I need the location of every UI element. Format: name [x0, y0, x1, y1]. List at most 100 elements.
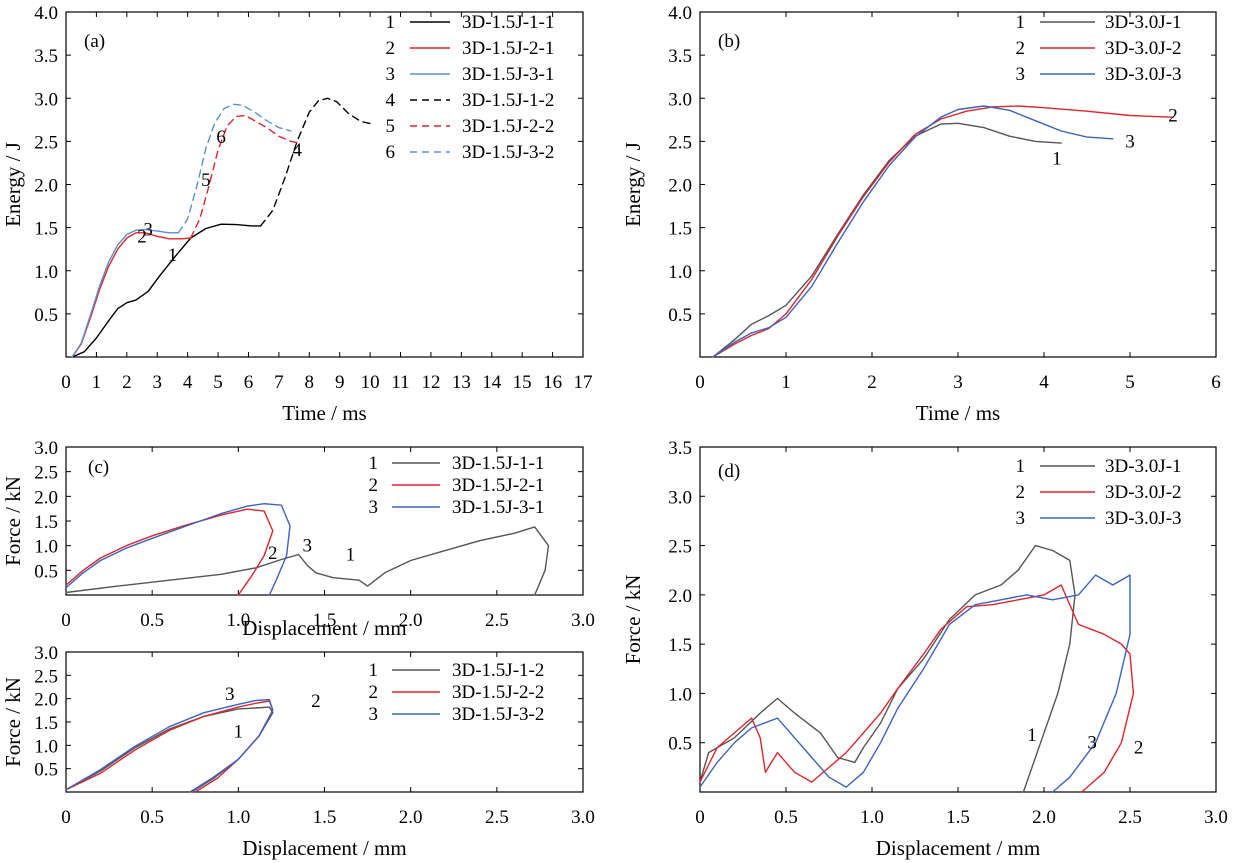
y-tick-label: 0.5 — [34, 305, 58, 326]
legend-label: 3D-1.5J-3-2 — [462, 142, 554, 163]
series-callout-label: 2 — [1134, 738, 1144, 759]
series-callout-label: 1 — [1027, 725, 1037, 746]
x-tick-label: 1 — [92, 372, 102, 393]
x-tick-label: 2.5 — [1118, 807, 1142, 828]
y-tick-label: 1.0 — [668, 262, 692, 283]
x-tick-label: 5 — [1125, 372, 1135, 393]
legend-label: 3D-1.5J-2-1 — [452, 475, 544, 496]
legend-key: 3 — [1016, 508, 1026, 529]
legend-key: 6 — [386, 142, 396, 163]
panel-label: (a) — [84, 31, 105, 52]
series-callout-label: 1 — [1052, 149, 1062, 170]
series-line-3 — [712, 105, 1114, 358]
legend-label: 3D-3.0J-2 — [1105, 38, 1182, 59]
chart-panel-d: 0 0.5 1.0 1.5 2.0 2.5 3.0 0.5 1.0 1.5 2.0 2.5 3.0 3.5… — [621, 438, 1228, 860]
legend-label: 3D-1.5J-1-1 — [462, 12, 554, 33]
series-callout-label: 3 — [225, 684, 235, 705]
y-tick-label: 2.5 — [34, 666, 58, 687]
series-line-1 — [699, 544, 1076, 793]
legend-key: 1 — [1016, 456, 1026, 477]
y-axis-label: Force / kN — [1, 476, 25, 566]
y-tick-label: 3.0 — [34, 438, 58, 459]
series-line-3 — [699, 574, 1131, 793]
y-tick-label: 1.0 — [34, 736, 58, 757]
series-callout-label: 3 — [1125, 131, 1135, 152]
x-tick-label: 2.0 — [399, 807, 423, 828]
chart-panel-c1: 0 0.5 1.0 1.5 2.0 2.5 3.0 0.5 1.0 1.5 2.0 2.5 3.0 Dis… — [1, 438, 595, 640]
x-tick-label: 8 — [305, 372, 315, 393]
x-tick-label: 1.0 — [226, 807, 250, 828]
chart-panel-c2: 0 0.5 1.0 1.5 2.0 2.5 3.00.51.01.52.02.53.0Dis… — [1, 643, 595, 860]
y-tick-label: 3.0 — [34, 89, 58, 110]
legend-key: 2 — [386, 38, 396, 59]
legend: 1 3D-1.5J-1-1 2 3D-1.5J-2-1 3 3D-1.5J-3-1 4 3D-… — [386, 12, 555, 163]
series-line-4 — [259, 97, 374, 227]
y-tick-label: 3.0 — [668, 487, 692, 508]
legend-label: 3D-1.5J-1-1 — [452, 453, 544, 474]
series-line-6 — [177, 103, 292, 234]
y-tick-label: 0.5 — [34, 561, 58, 582]
y-tick-label: 2.0 — [34, 690, 58, 711]
legend-label: 3D-1.5J-1-2 — [462, 90, 554, 111]
x-tick-label: 0.5 — [774, 807, 798, 828]
series-callout-label: 2 — [311, 691, 321, 712]
y-tick-label: 3.5 — [668, 46, 692, 67]
y-tick-label: 1.0 — [668, 684, 692, 705]
y-tick-label: 1.5 — [34, 713, 58, 734]
y-tick-label: 3.0 — [34, 643, 58, 664]
x-tick-label: 7 — [274, 372, 284, 393]
y-tick-label: 2.0 — [668, 176, 692, 197]
series-callout-label: 3 — [143, 219, 153, 240]
series-line-2 — [699, 584, 1135, 793]
series-callout-label: 1 — [346, 545, 356, 566]
x-tick-label: 3 — [152, 372, 162, 393]
x-axis-label: Time / ms — [282, 401, 366, 425]
legend: 1 3D-3.0J-1 2 3D-3.0J-2 3 3D-3.0J-3 — [1016, 456, 1182, 529]
x-tick-label: 4 — [183, 372, 193, 393]
x-axis-label: Time / ms — [916, 401, 1000, 425]
series-line-5 — [190, 114, 301, 239]
x-tick-label: 0 — [61, 610, 71, 631]
x-tick-label: 6 — [244, 372, 254, 393]
series-line-3 — [65, 503, 291, 596]
y-axis-label: Force / kN — [621, 575, 645, 665]
panel-label: (d) — [718, 461, 740, 482]
x-tick-label: 0 — [695, 372, 705, 393]
x-tick-label: 0 — [695, 807, 705, 828]
legend-key: 3 — [369, 497, 379, 518]
series-callout-label: 1 — [234, 721, 244, 742]
y-tick-label: 2.0 — [34, 487, 58, 508]
x-axis-label: Displacement / mm — [242, 836, 406, 860]
legend-key: 3 — [386, 64, 396, 85]
series-callout-label: 6 — [216, 127, 226, 148]
x-tick-label: 15 — [513, 372, 532, 393]
series-line-3 — [71, 228, 180, 358]
x-tick-label: 12 — [421, 372, 440, 393]
legend-label: 3D-1.5J-2-2 — [462, 116, 554, 137]
series-line-2 — [712, 105, 1174, 358]
series-callout-label: 2 — [137, 226, 147, 247]
series-line-2 — [65, 700, 274, 793]
y-axis-label: Energy / J — [621, 142, 645, 227]
legend-key: 2 — [1016, 482, 1026, 503]
y-tick-label: 2.5 — [668, 132, 692, 153]
x-tick-label: 1.5 — [313, 807, 337, 828]
x-tick-label: 5 — [213, 372, 223, 393]
y-tick-label: 0.5 — [668, 734, 692, 755]
y-tick-label: 3.5 — [34, 46, 58, 67]
y-tick-label: 2.5 — [34, 132, 58, 153]
y-tick-label: 4.0 — [34, 3, 58, 24]
x-tick-label: 0.5 — [140, 610, 164, 631]
legend-key: 1 — [1016, 12, 1026, 33]
series-line-1 — [71, 223, 262, 358]
x-tick-label: 2.0 — [399, 610, 423, 631]
legend-key: 2 — [369, 682, 379, 703]
x-tick-label: 0.5 — [140, 807, 164, 828]
x-tick-label: 14 — [482, 372, 502, 393]
y-axis-label: Force / kN — [1, 677, 25, 767]
x-tick-label: 10 — [361, 372, 380, 393]
panel-label: (b) — [718, 31, 740, 52]
series-line-2 — [71, 232, 192, 358]
x-tick-label: 3.0 — [571, 610, 595, 631]
